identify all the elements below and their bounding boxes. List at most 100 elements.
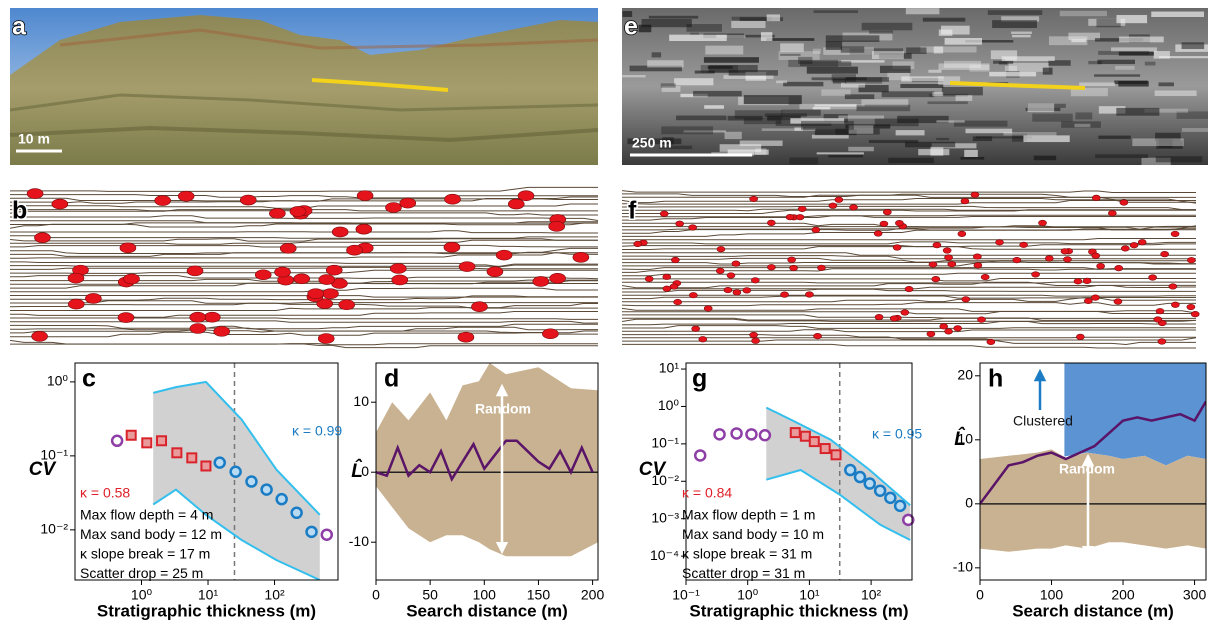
terrain-shade bbox=[674, 78, 714, 86]
y-tick-label: -10 bbox=[953, 559, 973, 575]
sand-body bbox=[715, 267, 725, 274]
terrain-shade bbox=[1003, 132, 1057, 136]
sand-body bbox=[659, 210, 669, 217]
terrain-shade bbox=[790, 118, 845, 124]
stratum-line bbox=[622, 336, 1196, 339]
data-point bbox=[893, 499, 907, 513]
sand-body bbox=[970, 191, 980, 198]
sand-body bbox=[944, 328, 953, 335]
sand-body bbox=[289, 206, 307, 217]
terrain-shade bbox=[1176, 111, 1208, 119]
sand-body bbox=[780, 291, 789, 298]
stratum-line bbox=[10, 194, 598, 199]
stratum-line bbox=[10, 311, 598, 318]
terrain-shade bbox=[661, 86, 681, 92]
terrain-shade bbox=[835, 128, 880, 135]
sand-body bbox=[117, 312, 135, 323]
scale-label: 250 m bbox=[632, 135, 672, 151]
data-point bbox=[713, 428, 726, 441]
sand-body bbox=[189, 323, 207, 334]
stratum-line bbox=[622, 343, 1196, 349]
sand-body bbox=[549, 272, 566, 284]
kappa-label: κ = 0.95 bbox=[872, 426, 922, 442]
sand-body bbox=[926, 330, 936, 338]
envelope-line bbox=[765, 406, 911, 506]
terrain-shade bbox=[1154, 90, 1197, 97]
sand-body bbox=[928, 261, 938, 268]
sand-body bbox=[444, 193, 461, 205]
stratum-line bbox=[10, 287, 598, 293]
terrain-shade bbox=[799, 103, 857, 110]
terrain-shade bbox=[972, 136, 993, 142]
y-tick-label: 10⁻¹ bbox=[651, 435, 679, 451]
terrain-shade bbox=[647, 60, 684, 68]
sand-body bbox=[119, 242, 137, 254]
terrain-shade bbox=[694, 70, 715, 74]
y-tick-label: 10⁻⁴ bbox=[650, 547, 679, 563]
sand-body bbox=[1157, 338, 1167, 345]
terrain-shade bbox=[669, 34, 727, 42]
terrain-shade bbox=[1155, 156, 1203, 163]
l-function-line bbox=[980, 400, 1206, 505]
sand-body bbox=[391, 274, 409, 286]
sand-body bbox=[322, 288, 339, 299]
terrain-shade bbox=[1025, 107, 1061, 111]
stratum-line bbox=[10, 295, 598, 298]
terrain-shade bbox=[1004, 65, 1017, 72]
terrain-shade bbox=[969, 64, 990, 72]
terrain-shade bbox=[1159, 56, 1208, 59]
sand-body bbox=[789, 264, 798, 272]
sand-body bbox=[961, 296, 971, 303]
terrain-shade bbox=[661, 126, 714, 135]
terrain-shade bbox=[727, 115, 763, 121]
x-tick-label: 300 bbox=[1183, 587, 1207, 603]
stratum-line bbox=[622, 297, 1196, 303]
terrain-shade bbox=[703, 57, 759, 63]
sand-body bbox=[316, 298, 334, 309]
sand-body bbox=[399, 197, 417, 209]
sand-body bbox=[1038, 219, 1047, 227]
terrain-shade bbox=[1116, 15, 1148, 24]
note: Scatter drop = 31 m bbox=[682, 565, 805, 581]
terrain-shade bbox=[731, 20, 766, 28]
terrain-texture bbox=[622, 8, 1208, 166]
terrain-shade bbox=[1098, 50, 1150, 55]
terrain-shade bbox=[1119, 36, 1164, 43]
sand-body bbox=[732, 289, 742, 296]
sand-body bbox=[883, 209, 892, 216]
terrain-shade bbox=[716, 34, 746, 38]
terrain-shade bbox=[1027, 103, 1055, 113]
photo-e: 250 m e bbox=[622, 8, 1208, 166]
sand-body bbox=[726, 272, 736, 279]
panel-label: b bbox=[12, 197, 27, 225]
sand-body bbox=[1044, 255, 1054, 262]
x-tick-label: 50 bbox=[422, 587, 438, 603]
stratum-line bbox=[10, 239, 598, 245]
terrain-shade bbox=[900, 83, 944, 89]
annotation: Clustered bbox=[1013, 413, 1073, 429]
highlight-channel bbox=[311, 78, 449, 92]
sand-body bbox=[495, 249, 513, 261]
sand-body bbox=[995, 239, 1004, 246]
sand-body bbox=[879, 220, 889, 227]
data-point bbox=[229, 465, 242, 479]
sand-body bbox=[213, 326, 231, 337]
data-point bbox=[799, 430, 811, 442]
terrain-shade bbox=[998, 61, 1008, 65]
x-tick-label: 10⁰ bbox=[131, 587, 153, 603]
terrain-shade bbox=[856, 104, 911, 112]
sand-body bbox=[1160, 251, 1169, 258]
sand-body bbox=[34, 232, 51, 243]
sand-body bbox=[1108, 210, 1117, 217]
stratum-line bbox=[622, 255, 1196, 260]
sand-body bbox=[977, 316, 986, 323]
terrain-shade bbox=[955, 95, 973, 101]
sand-body bbox=[318, 274, 336, 285]
sand-body bbox=[889, 315, 899, 322]
x-tick-label: 100 bbox=[1040, 587, 1064, 603]
sand-body bbox=[1155, 308, 1165, 315]
terrain-shade bbox=[828, 155, 864, 158]
sand-body bbox=[1091, 252, 1101, 259]
y-tick-label: 0 bbox=[361, 463, 369, 479]
